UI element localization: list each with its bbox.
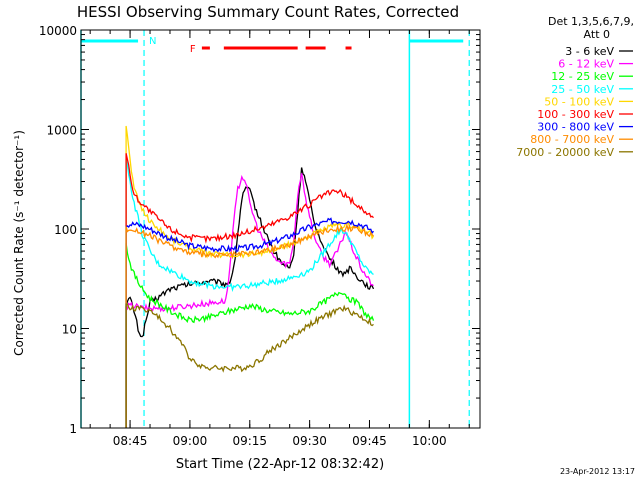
legend-label: 300 - 800 keV (537, 121, 614, 134)
x-tick-label: 09:45 (352, 434, 387, 448)
legend-label: 25 - 50 keV (551, 83, 614, 96)
series-line (125, 303, 374, 428)
legend-label: 12 - 25 keV (551, 70, 614, 83)
plot-area: N F 1 10 100 1000 10000 08:45 09:00 09:15 09:30 09:… (39, 24, 481, 448)
legend-label: 800 - 7000 keV (530, 133, 614, 146)
series-line (125, 158, 374, 428)
x-axis-label: Start Time (22-Apr-12 08:32:42) (176, 457, 384, 472)
x-tick-label: 08:45 (113, 434, 148, 448)
legend-title-line-1: Det 1,3,5,6,7,9, (548, 15, 634, 28)
y-tick-label: 1 (69, 422, 77, 436)
y-tick-label: 1000 (46, 124, 77, 138)
series-line (125, 125, 375, 428)
series-line (125, 243, 375, 428)
flare-label: F (190, 44, 196, 55)
timestamp: 23-Apr-2012 13:17 (560, 467, 635, 476)
legend-label: 7000 - 20000 keV (516, 146, 614, 159)
series-line (125, 173, 374, 428)
legend-label: 50 - 100 keV (544, 95, 614, 108)
series-line (125, 153, 374, 428)
y-axis-label: Corrected Count Rate (s⁻¹ detector⁻¹) (12, 130, 26, 356)
series-line (125, 222, 374, 428)
x-tick-label: 09:30 (292, 434, 327, 448)
x-tick-label: 10:00 (412, 434, 447, 448)
series-line (125, 167, 375, 428)
chart-title: HESSI Observing Summary Count Rates, Cor… (77, 3, 459, 21)
y-tick-label: 100 (54, 223, 77, 237)
legend-label: 6 - 12 keV (558, 58, 614, 71)
series-line (125, 217, 375, 428)
legend-title-line-2: Att 0 (584, 28, 610, 41)
legend-label: 3 - 6 keV (565, 45, 614, 58)
x-tick-label: 09:15 (232, 434, 267, 448)
y-tick-label: 10000 (39, 24, 77, 38)
x-tick-label: 09:00 (173, 434, 208, 448)
legend-label: 100 - 300 keV (537, 108, 614, 121)
night-label: N (149, 36, 156, 47)
y-tick-label: 10 (62, 323, 77, 337)
